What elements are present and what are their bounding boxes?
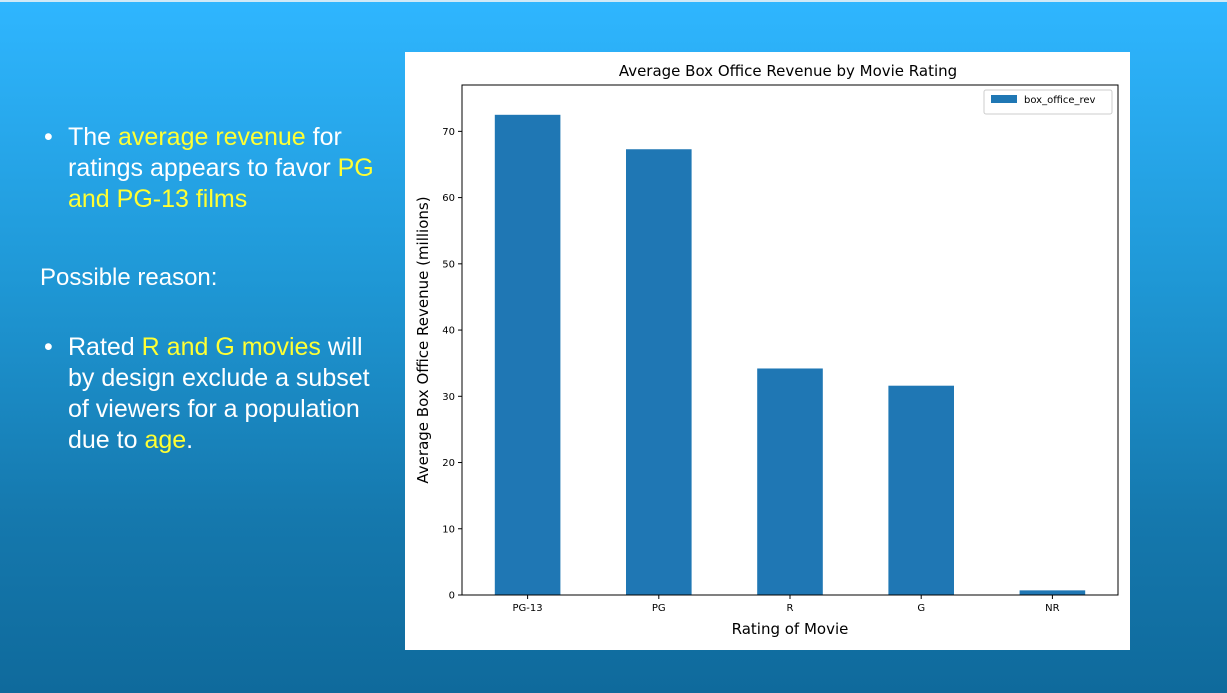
bullet2-text: Rated — [68, 333, 142, 361]
bullet2-text-end: . — [186, 426, 194, 454]
bar-pg — [626, 149, 692, 595]
bar-pg-13 — [494, 114, 561, 596]
highlight-pg-films: PG and PG-13 films — [68, 154, 374, 213]
y-tick-label: 20 — [442, 458, 455, 469]
legend-swatch — [991, 95, 1017, 103]
bullet1-text: The — [68, 123, 119, 151]
x-tick-label: G — [917, 603, 925, 614]
bullet2-text-mid: will by design exclude a subset of viewe… — [68, 333, 370, 454]
plot-frame — [461, 84, 1119, 596]
x-axis: PG-13 PG R G NR — [513, 595, 1060, 614]
y-tick-label: 0 — [449, 591, 455, 602]
legend: box_office_rev — [983, 89, 1113, 115]
x-tick-label: R — [787, 603, 794, 614]
possible-reason-label: Possible reason: — [40, 264, 218, 291]
slide-top-border — [0, 0, 1227, 2]
bullet-dot: • — [44, 333, 53, 361]
bar-nr — [1019, 590, 1086, 595]
bullet-average-revenue: • The average revenue for ratings appear… — [38, 122, 388, 215]
legend-label: box_office_rev — [1024, 95, 1096, 106]
chart-title: Average Box Office Revenue by Movie Rati… — [619, 62, 957, 80]
y-axis: 0 10 20 30 40 50 60 70 — [442, 127, 462, 602]
highlight-age: age — [144, 426, 187, 454]
bullet-rated-r-and-g: • Rated R and G movies will by design ex… — [38, 332, 388, 456]
y-tick-label: 50 — [442, 259, 455, 270]
y-tick-label: 30 — [442, 392, 455, 403]
bullet-dot: • — [44, 123, 53, 151]
y-tick-label: 40 — [442, 326, 455, 337]
bar-chart: Average Box Office Revenue by Movie Rati… — [414, 62, 1119, 638]
bullet1-text-mid: for ratings appears to favor — [68, 123, 342, 182]
bar-r — [757, 368, 823, 595]
x-tick-label: PG — [652, 603, 666, 614]
y-tick-label: 10 — [442, 524, 455, 535]
bars — [494, 114, 1086, 596]
x-axis-label: Rating of Movie — [732, 620, 849, 638]
chart-panel: Average Box Office Revenue by Movie Rati… — [405, 52, 1130, 650]
y-tick-label: 60 — [442, 193, 455, 204]
highlight-r-and-g-movies: R and G movies — [141, 333, 321, 361]
highlight-average-revenue: average revenue — [118, 123, 306, 151]
slide-text-block: • The average revenue for ratings appear… — [38, 120, 388, 456]
x-tick-label: NR — [1045, 603, 1059, 614]
y-tick-label: 70 — [442, 127, 455, 138]
x-tick-label: PG-13 — [513, 603, 543, 614]
y-axis-label: Average Box Office Revenue (millions) — [414, 196, 432, 483]
bar-g — [888, 385, 954, 595]
